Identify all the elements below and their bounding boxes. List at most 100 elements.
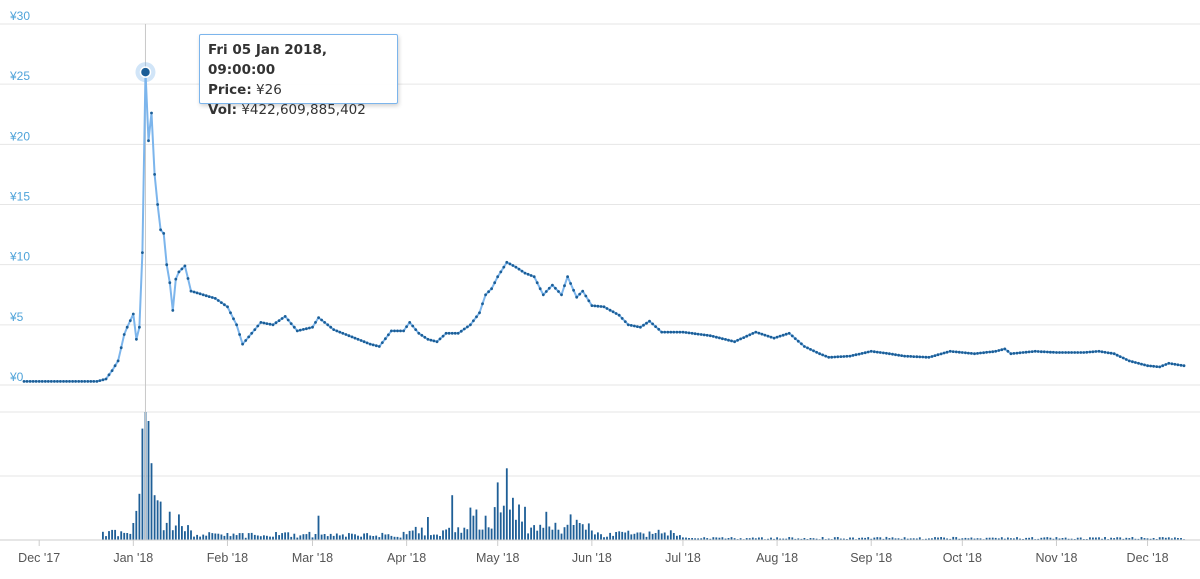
price-point (894, 353, 897, 357)
volume-bar (205, 535, 208, 540)
price-point (344, 333, 348, 336)
price-point (159, 228, 163, 232)
volume-bar (754, 538, 757, 540)
price-point (119, 346, 123, 350)
volume-bar (578, 523, 581, 540)
price-point (751, 332, 755, 335)
price-point (323, 321, 326, 324)
volume-bar (293, 533, 296, 540)
volume-bar (1110, 537, 1113, 540)
price-point (523, 271, 527, 275)
volume-bar (138, 493, 141, 540)
price-point (1164, 363, 1168, 366)
price-point (790, 334, 794, 338)
volume-bar (509, 509, 511, 540)
price-point (1097, 349, 1101, 353)
price-point (885, 351, 888, 355)
volume-bar (360, 536, 363, 540)
x-tick-label: Apr '18 (387, 551, 426, 565)
price-point (189, 289, 193, 293)
price-point (520, 269, 524, 273)
volume-bar (1180, 538, 1182, 540)
price-point (854, 353, 858, 357)
price-point (572, 288, 575, 292)
price-point (970, 352, 973, 355)
volume-bar (557, 529, 560, 540)
volume-bar (709, 538, 712, 540)
price-line[interactable] (24, 71, 1185, 383)
volume-bar (761, 537, 763, 540)
volume-bar (311, 537, 314, 540)
price-point (122, 333, 126, 336)
volume-bar (1076, 537, 1079, 540)
volume-bar (800, 538, 803, 540)
price-point (308, 326, 311, 330)
price-point (739, 337, 742, 341)
price-point (329, 325, 333, 329)
volume-bar (263, 535, 265, 540)
volume-bar (168, 511, 171, 540)
price-point (882, 351, 885, 355)
volume-bar (1143, 538, 1146, 540)
price-point (101, 378, 105, 382)
price-point (1161, 364, 1165, 368)
volume-bar (314, 534, 317, 540)
volume-bar (420, 527, 423, 540)
volume-bar (457, 527, 460, 540)
price-point (982, 351, 985, 355)
price-point (450, 331, 454, 335)
price-point (663, 330, 667, 334)
price-point (851, 354, 855, 357)
volume-bar (651, 533, 654, 540)
volume-bar (803, 538, 806, 540)
volume-bar (888, 538, 891, 540)
volume-bar (338, 535, 341, 540)
price-point (128, 319, 132, 322)
price-point (535, 281, 539, 285)
volume-bar (1007, 537, 1009, 540)
y-tick-label: ¥0 (9, 370, 24, 384)
volume-bar (955, 537, 958, 540)
price-point (138, 325, 141, 329)
price-point (98, 379, 102, 382)
price-point (690, 331, 694, 335)
price-point (1170, 362, 1174, 366)
volume-bar (147, 421, 150, 540)
price-point (748, 333, 752, 337)
volume-bar (961, 538, 964, 540)
price-point (526, 272, 530, 276)
volume-bar (606, 536, 608, 540)
volume-bar (1104, 537, 1106, 540)
volume-bar (773, 538, 775, 540)
price-point (289, 322, 293, 325)
price-point (423, 335, 427, 339)
volume-bar (108, 531, 110, 540)
price-point (125, 325, 129, 329)
y-tick-label: ¥5 (9, 310, 24, 324)
price-point (651, 322, 654, 326)
price-point (939, 352, 943, 356)
volume-bar (290, 536, 293, 540)
volume-bar (542, 527, 545, 540)
volume-bar (724, 538, 727, 540)
price-point (888, 352, 891, 356)
volume-bar (505, 468, 508, 540)
volume-bar (642, 533, 645, 540)
price-point (718, 336, 721, 340)
volume-bar (1025, 537, 1028, 540)
price-point (657, 327, 661, 331)
price-point (156, 203, 160, 206)
price-point (979, 351, 982, 355)
price-point (602, 305, 606, 309)
volume-bar (1119, 537, 1122, 540)
highlight-point[interactable] (139, 66, 152, 78)
volume-bar (114, 529, 117, 540)
volume-bar (153, 495, 156, 540)
volume-bar (345, 536, 347, 540)
price-point (629, 324, 633, 327)
price-tooltip: Fri 05 Jan 2018, 09:00:00 Price: ¥26 Vol… (199, 34, 398, 118)
price-point (699, 333, 703, 336)
volume-bar (691, 538, 694, 540)
volume-bar (545, 511, 548, 540)
volume-bar (1140, 537, 1143, 540)
